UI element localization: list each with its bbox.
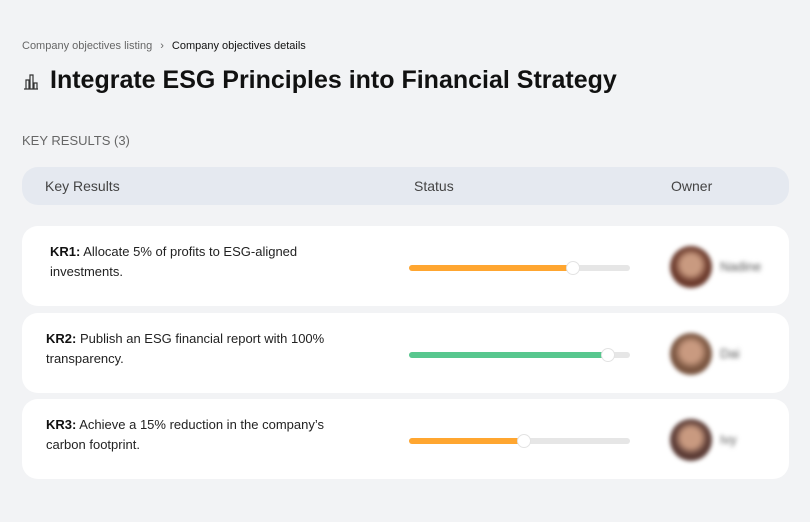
column-header-status: Status bbox=[414, 178, 454, 194]
owner-name: Dai bbox=[720, 346, 740, 361]
column-header-owner: Owner bbox=[671, 178, 713, 194]
chevron-right-icon: › bbox=[160, 40, 164, 52]
key-result-description: Publish an ESG financial report with 100… bbox=[46, 331, 325, 366]
progress-handle[interactable] bbox=[516, 434, 531, 448]
key-result-row[interactable]: KR3: Achieve a 15% reduction in the comp… bbox=[22, 399, 789, 479]
key-result-row[interactable]: KR2: Publish an ESG financial report wit… bbox=[22, 313, 789, 393]
key-result-text: KR2: Publish an ESG financial report wit… bbox=[46, 329, 346, 369]
table-header: Key Results Status Owner bbox=[22, 167, 789, 205]
avatar bbox=[670, 333, 712, 375]
avatar bbox=[670, 246, 712, 288]
breadcrumb-parent-link[interactable]: Company objectives listing bbox=[22, 40, 153, 52]
key-result-description: Allocate 5% of profits to ESG-aligned in… bbox=[50, 244, 298, 279]
key-result-code: KR2: bbox=[46, 331, 77, 346]
breadcrumb-current: Company objectives details bbox=[171, 40, 306, 52]
progress-slider[interactable] bbox=[409, 261, 630, 275]
progress-fill bbox=[409, 265, 573, 271]
progress-fill bbox=[409, 352, 608, 358]
key-result-text: KR1: Allocate 5% of profits to ESG-align… bbox=[50, 242, 350, 282]
key-result-description: Achieve a 15% reduction in the company’s… bbox=[46, 417, 324, 452]
building-chart-icon bbox=[24, 73, 38, 90]
progress-slider[interactable] bbox=[409, 434, 630, 448]
breadcrumb: Company objectives listing › Company obj… bbox=[22, 40, 306, 52]
key-result-row[interactable]: KR1: Allocate 5% of profits to ESG-align… bbox=[22, 226, 789, 306]
section-label: KEY RESULTS (3) bbox=[22, 133, 130, 148]
page-header: Integrate ESG Principles into Financial … bbox=[22, 66, 617, 95]
key-result-code: KR1: bbox=[50, 244, 81, 259]
owner-name: Nadine bbox=[720, 259, 762, 274]
progress-fill bbox=[409, 438, 524, 444]
progress-handle[interactable] bbox=[600, 348, 615, 362]
avatar bbox=[670, 419, 712, 461]
progress-handle[interactable] bbox=[565, 261, 580, 275]
page-title: Integrate ESG Principles into Financial … bbox=[50, 66, 617, 94]
column-header-key-results: Key Results bbox=[45, 178, 120, 194]
key-result-code: KR3: bbox=[46, 417, 77, 432]
key-result-text: KR3: Achieve a 15% reduction in the comp… bbox=[46, 415, 346, 455]
owner-name: Ivy bbox=[720, 432, 737, 447]
progress-slider[interactable] bbox=[409, 348, 630, 362]
